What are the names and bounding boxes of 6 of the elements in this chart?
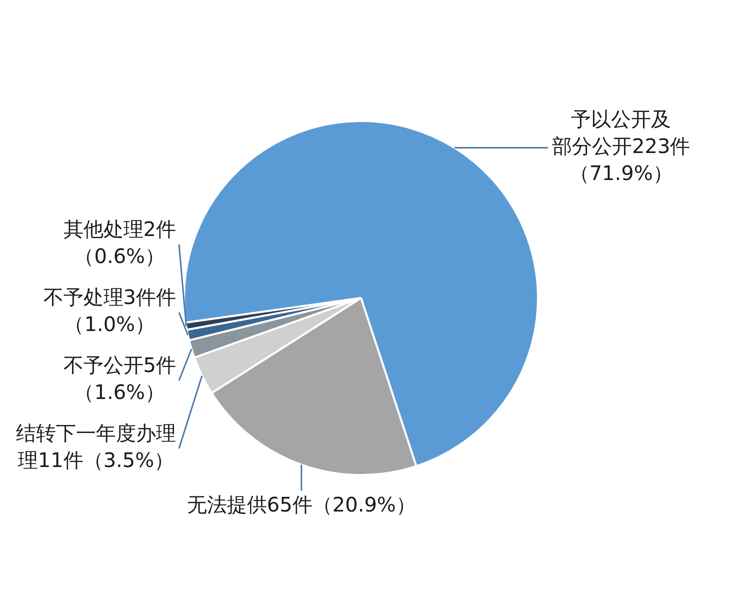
slice-label: 结转下一年度办理理11件（3.5%） <box>16 421 176 472</box>
slice-label: 不予公开5件（1.6%） <box>63 353 176 404</box>
slice-label: 不予处理3件件（1.0%） <box>43 285 176 336</box>
slice-label: 其他处理2件（0.6%） <box>63 217 176 268</box>
slice-label: 予以公开及部分公开223件（71.9%） <box>552 106 690 185</box>
slice-label: 无法提供65件（20.9%） <box>186 492 416 516</box>
